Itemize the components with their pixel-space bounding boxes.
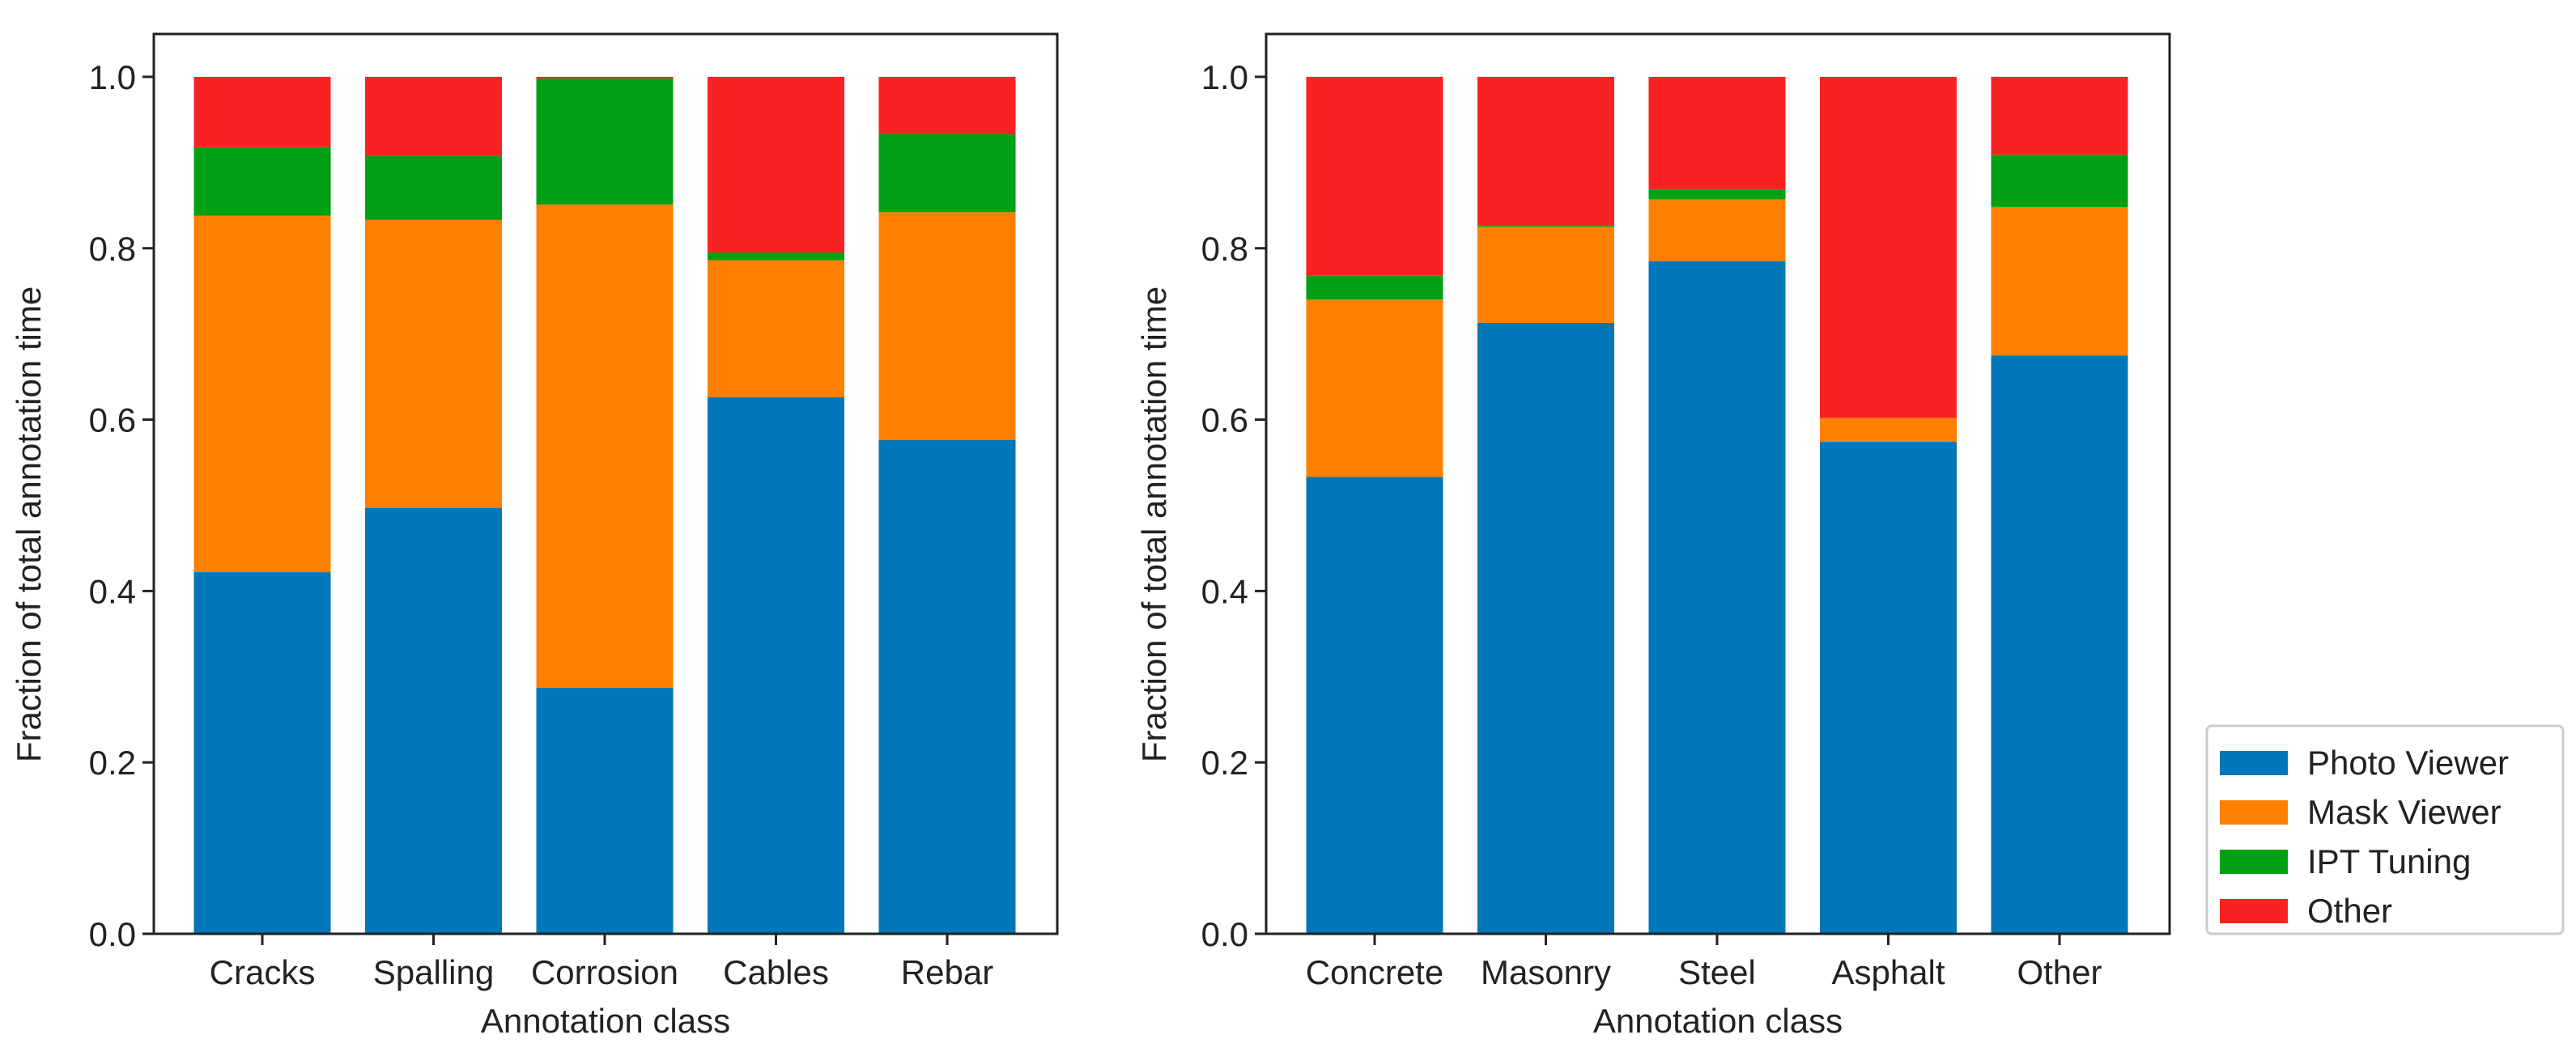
bar-spalling-mask-viewer bbox=[365, 219, 502, 508]
y-tick-label: 0.6 bbox=[89, 401, 136, 439]
bar-other-ipt-tuning bbox=[1991, 155, 2128, 207]
y-axis-label: Fraction of total annotation time bbox=[1135, 286, 1173, 762]
y-tick-label: 0.6 bbox=[1201, 401, 1248, 439]
bar-concrete-mask-viewer bbox=[1306, 299, 1443, 477]
y-tick-label: 1.0 bbox=[89, 58, 136, 96]
axes-frame bbox=[1265, 32, 2171, 935]
bar-rebar-other bbox=[878, 76, 1016, 134]
legend-label: Other bbox=[2307, 892, 2392, 930]
legend-label: IPT Tuning bbox=[2307, 842, 2471, 880]
bar-cables-mask-viewer bbox=[708, 260, 844, 398]
bar-asphalt-mask-viewer bbox=[1820, 418, 1957, 443]
bar-asphalt-other bbox=[1820, 76, 1957, 418]
y-tick-label: 0.4 bbox=[89, 572, 136, 610]
y-tick-label: 0.2 bbox=[89, 744, 136, 782]
bar-cables-photo-viewer bbox=[708, 397, 844, 934]
x-tick-label: Masonry bbox=[1481, 953, 1611, 991]
bar-steel-photo-viewer bbox=[1648, 261, 1786, 935]
bar-cracks-ipt-tuning bbox=[193, 146, 331, 216]
y-tick-label: 0.0 bbox=[1201, 915, 1248, 953]
bar-cracks-photo-viewer bbox=[193, 572, 331, 934]
bar-cables-ipt-tuning bbox=[708, 252, 844, 261]
bar-corrosion-ipt-tuning bbox=[536, 78, 674, 205]
bar-other-other bbox=[1991, 76, 2128, 155]
bar-steel-other bbox=[1648, 76, 1786, 190]
bar-masonry-other bbox=[1477, 76, 1614, 226]
x-tick-label: Spalling bbox=[373, 953, 494, 991]
y-tick-label: 0.0 bbox=[89, 915, 136, 953]
x-tick-label: Asphalt bbox=[1831, 953, 1945, 991]
legend: Photo Viewer Mask Viewer IPT Tuning Other bbox=[2205, 724, 2565, 935]
y-tick-label: 0.8 bbox=[1201, 230, 1248, 268]
legend-label: Photo Viewer bbox=[2307, 744, 2509, 782]
bar-other-photo-viewer bbox=[1991, 355, 2128, 935]
chart-panel-2: Concrete Masonry Steel Asphalt Other 0.0 0.2 0.… bbox=[1135, 32, 2171, 1040]
bar-cracks-other bbox=[193, 76, 331, 147]
x-tick-label: Other bbox=[2017, 953, 2102, 991]
bar-rebar-photo-viewer bbox=[878, 439, 1016, 934]
legend-label: Mask Viewer bbox=[2307, 793, 2502, 831]
x-axis-label: Annotation class bbox=[1593, 1002, 1843, 1040]
legend-swatch bbox=[2220, 850, 2288, 874]
x-tick-label: Cables bbox=[723, 953, 829, 991]
bar-concrete-other bbox=[1306, 76, 1443, 276]
legend-item-ipt-tuning: IPT Tuning bbox=[2220, 842, 2471, 880]
chart-panel-1: Cracks Spalling Corrosion Cables Rebar 0.0 0.2… bbox=[10, 32, 1059, 1040]
bar-corrosion-mask-viewer bbox=[536, 204, 674, 689]
bar-spalling-photo-viewer bbox=[365, 507, 502, 934]
bar-cables-other bbox=[708, 76, 844, 253]
bar-corrosion-other bbox=[536, 76, 674, 79]
y-tick-label: 1.0 bbox=[1201, 58, 1248, 96]
legend-box bbox=[2205, 724, 2565, 935]
bar-other-mask-viewer bbox=[1991, 206, 2128, 356]
bar-rebar-ipt-tuning bbox=[878, 134, 1016, 213]
legend-item-other: Other bbox=[2220, 892, 2392, 930]
y-tick-label: 0.2 bbox=[1201, 744, 1248, 782]
legend-swatch bbox=[2220, 899, 2288, 923]
x-axis-label: Annotation class bbox=[481, 1002, 730, 1040]
x-tick-label: Steel bbox=[1678, 953, 1756, 991]
bar-spalling-ipt-tuning bbox=[365, 155, 502, 220]
bar-rebar-mask-viewer bbox=[878, 212, 1016, 440]
bar-cracks-mask-viewer bbox=[193, 215, 331, 573]
legend-swatch bbox=[2220, 800, 2288, 825]
bar-corrosion-photo-viewer bbox=[536, 688, 674, 934]
legend-item-photo-viewer: Photo Viewer bbox=[2220, 744, 2509, 782]
x-tick-label: Rebar bbox=[901, 953, 993, 991]
legend-swatch bbox=[2220, 751, 2288, 775]
y-tick-label: 0.8 bbox=[89, 230, 136, 268]
x-tick-label: Corrosion bbox=[531, 953, 678, 991]
axes-frame bbox=[152, 32, 1059, 935]
bar-steel-ipt-tuning bbox=[1648, 189, 1786, 200]
bar-masonry-ipt-tuning bbox=[1477, 225, 1614, 227]
y-axis-label: Fraction of total annotation time bbox=[10, 286, 48, 762]
bar-concrete-photo-viewer bbox=[1306, 477, 1443, 934]
x-tick-label: Cracks bbox=[210, 953, 316, 991]
bar-steel-mask-viewer bbox=[1648, 199, 1786, 261]
y-tick-label: 0.4 bbox=[1201, 572, 1248, 610]
bar-masonry-mask-viewer bbox=[1477, 227, 1614, 323]
x-tick-label: Concrete bbox=[1306, 953, 1443, 991]
bar-spalling-other bbox=[365, 76, 502, 156]
bar-concrete-ipt-tuning bbox=[1306, 275, 1443, 300]
legend-item-mask-viewer: Mask Viewer bbox=[2220, 793, 2502, 831]
bar-asphalt-photo-viewer bbox=[1820, 442, 1957, 934]
bar-masonry-photo-viewer bbox=[1477, 322, 1614, 934]
